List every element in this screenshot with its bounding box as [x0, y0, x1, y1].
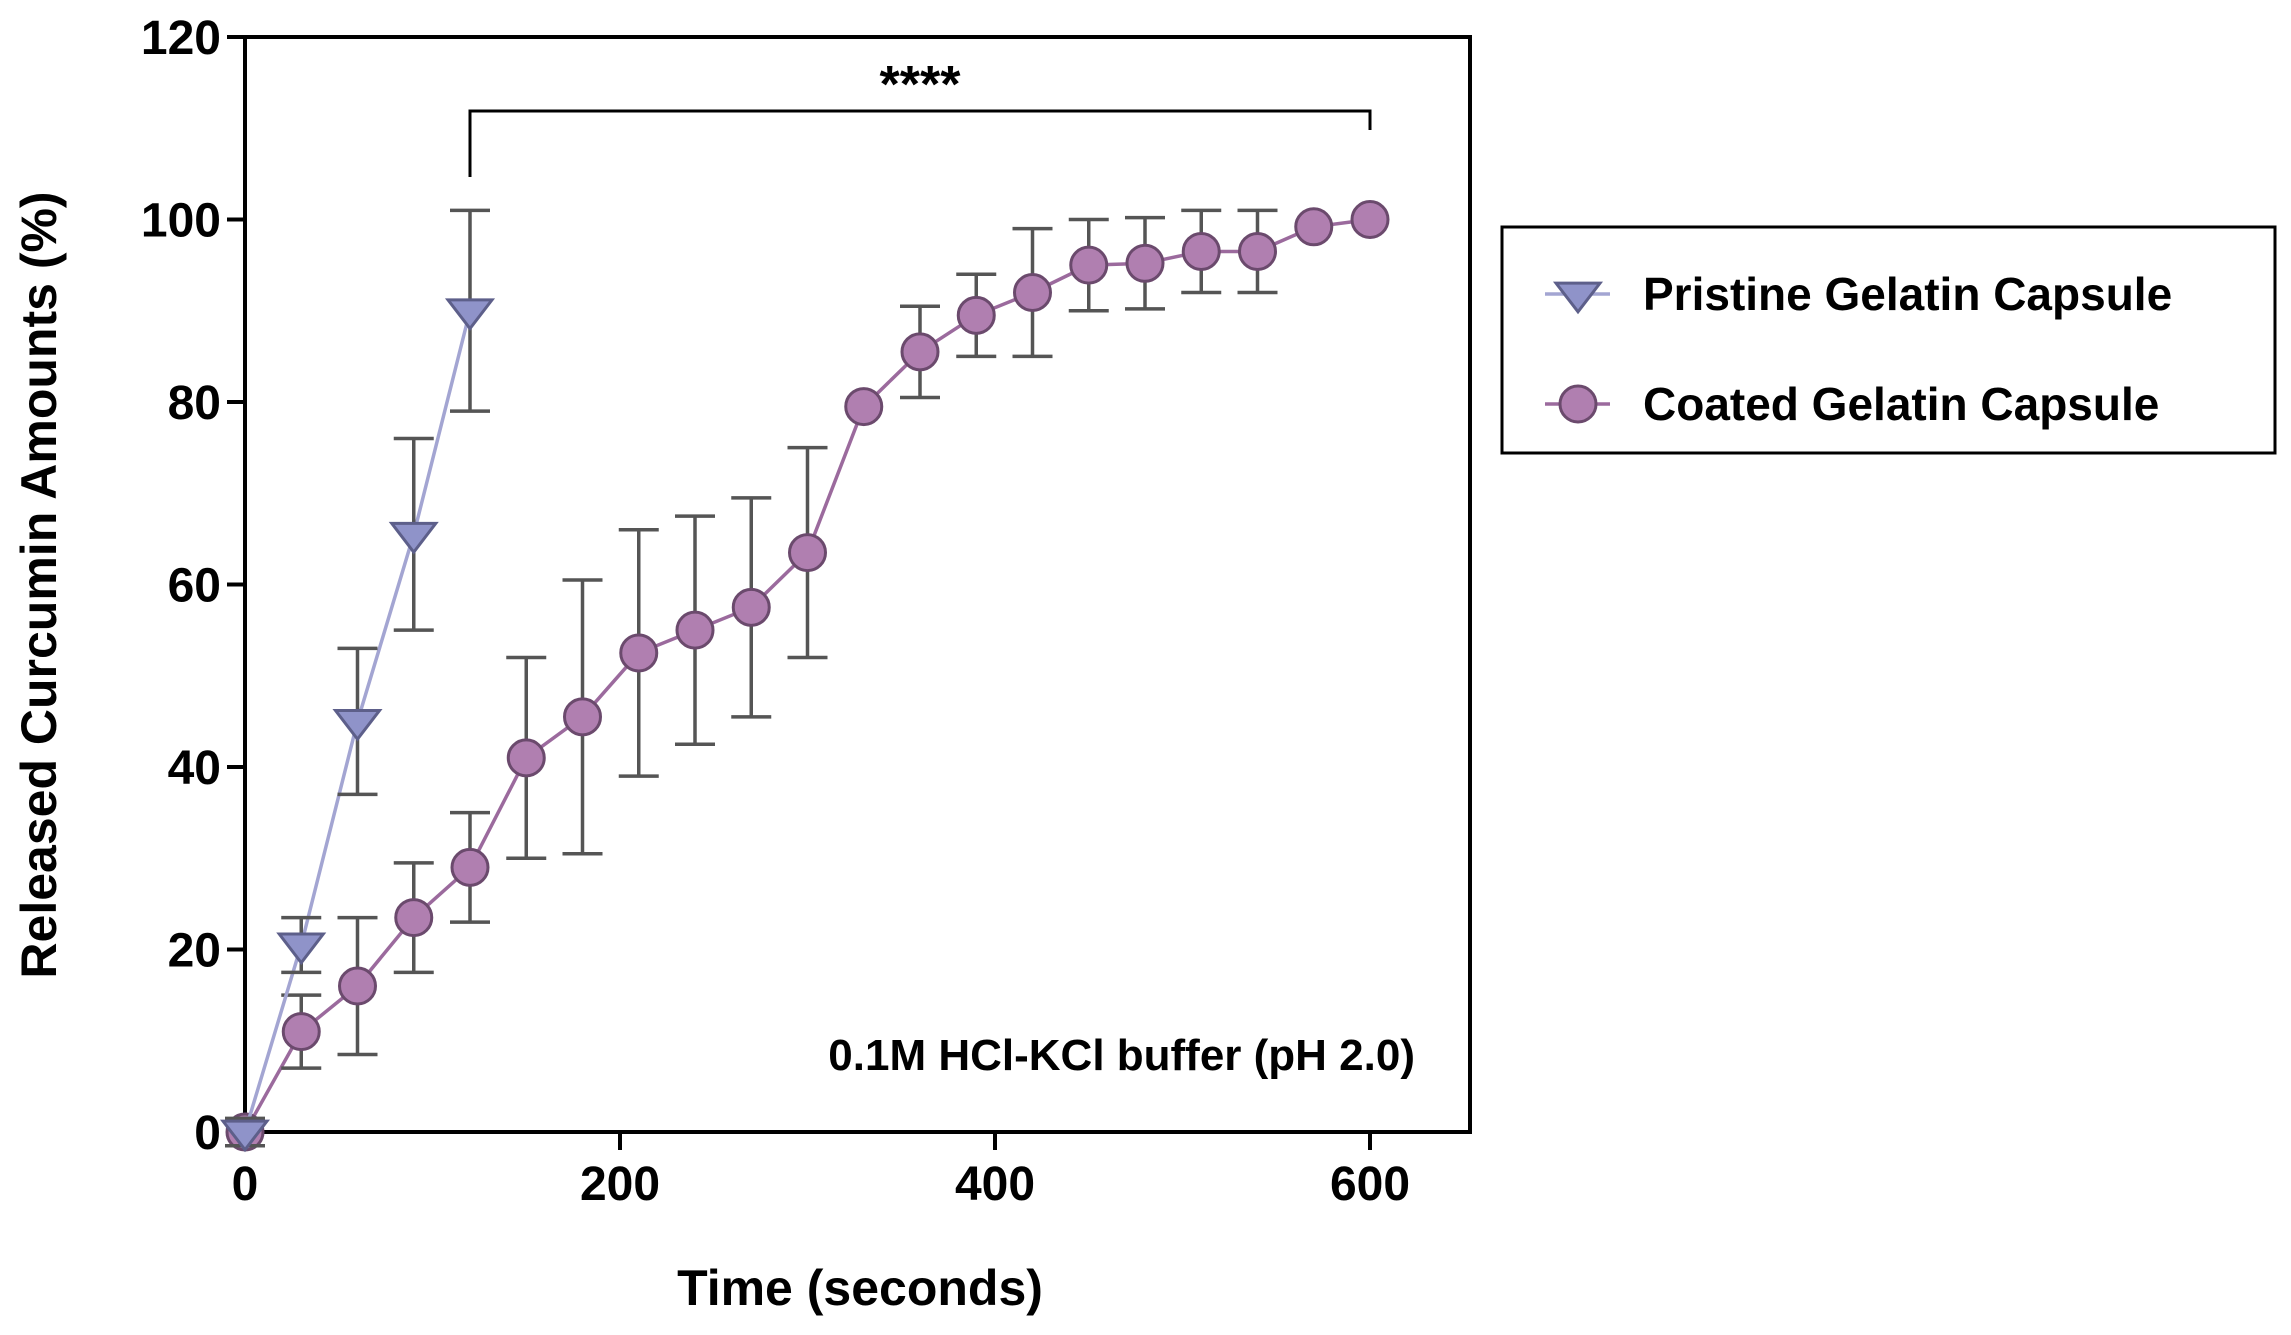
data-point — [338, 966, 377, 1006]
data-point — [219, 1119, 271, 1153]
series-pristine — [219, 208, 496, 1153]
data-point — [731, 587, 771, 627]
significance-bracket — [468, 109, 1372, 177]
data-point — [506, 738, 546, 778]
series-line — [243, 217, 1371, 1133]
plot-frame — [243, 35, 1472, 1134]
data-point — [619, 633, 659, 673]
y-ticks: 0 20 40 60 80 100 120 — [141, 12, 245, 1160]
x-tick-label: 200 — [580, 1158, 660, 1211]
series-layer — [219, 200, 1390, 1153]
data-point — [1069, 245, 1109, 285]
legend-item: Pristine Gelatin Capsule — [1545, 268, 2172, 320]
x-tick-label: 0 — [232, 1158, 259, 1211]
data-point — [1294, 207, 1334, 247]
data-point — [394, 898, 434, 938]
data-point — [1125, 243, 1165, 283]
data-point — [900, 332, 940, 372]
y-axis-label: Released Curcumin Amounts (%) — [11, 191, 67, 978]
data-point — [276, 932, 327, 966]
data-point — [1350, 200, 1390, 239]
data-point — [450, 847, 490, 887]
y-tick-label: 0 — [194, 1107, 221, 1160]
data-point — [1013, 273, 1052, 312]
data-point — [388, 521, 439, 555]
legend-marker — [1558, 384, 1598, 424]
data-point — [1238, 231, 1277, 271]
legend-label: Coated Gelatin Capsule — [1643, 378, 2159, 430]
data-point — [675, 610, 715, 650]
y-tick-label: 80 — [168, 377, 221, 430]
legend-label: Pristine Gelatin Capsule — [1643, 268, 2172, 320]
x-tick-label: 400 — [955, 1158, 1035, 1211]
data-point — [844, 387, 884, 427]
x-tick-label: 600 — [1330, 1158, 1410, 1211]
y-tick-label: 20 — [168, 925, 221, 978]
series-coated — [225, 200, 1390, 1152]
buffer-annotation: 0.1M HCl-KCl buffer (pH 2.0) — [828, 1031, 1415, 1080]
x-ticks: 0 200 400 600 — [232, 1132, 1410, 1211]
data-point — [1181, 231, 1221, 271]
data-point — [788, 533, 827, 573]
data-point — [444, 298, 496, 332]
significance-label: **** — [880, 56, 962, 114]
x-axis-label: Time (seconds) — [677, 1260, 1043, 1316]
legend-marker — [1552, 281, 1604, 315]
y-tick-label: 60 — [168, 560, 221, 613]
data-point — [956, 295, 996, 335]
legend-items: Pristine Gelatin Capsule Coated Gelatin C… — [1545, 268, 2172, 430]
significance-bracket-line — [468, 109, 1372, 177]
data-point — [563, 697, 602, 737]
y-tick-label: 100 — [141, 195, 221, 248]
data-point — [281, 1012, 321, 1052]
y-tick-label: 40 — [168, 742, 221, 795]
legend: Pristine Gelatin Capsule Coated Gelatin C… — [1500, 225, 2277, 455]
y-tick-label: 120 — [141, 12, 221, 65]
legend-item: Coated Gelatin Capsule — [1545, 378, 2159, 430]
legend-box — [1500, 225, 2277, 455]
data-point — [332, 708, 383, 742]
